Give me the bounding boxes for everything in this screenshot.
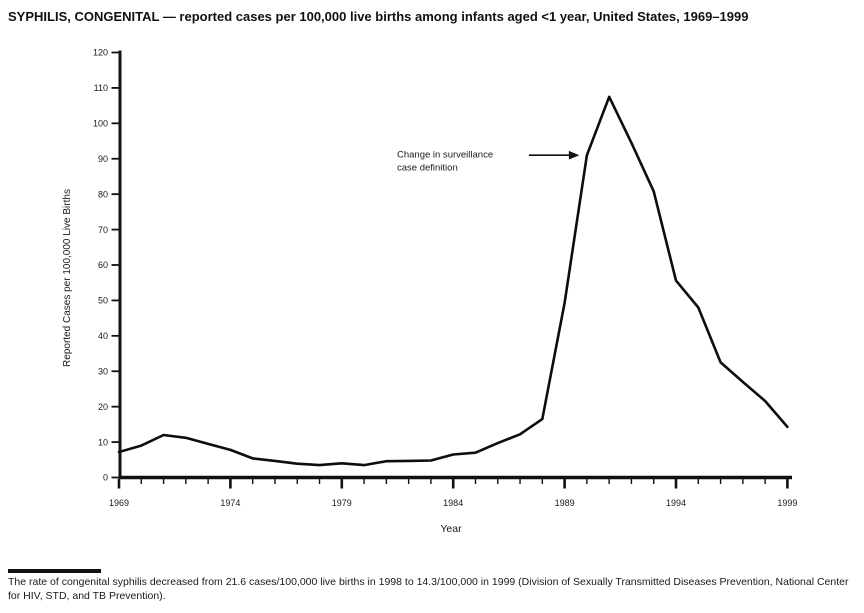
y-tick-label: 90 xyxy=(98,154,108,164)
data-line xyxy=(117,95,789,467)
y-tick-label: 120 xyxy=(93,48,108,58)
y-tick-label: 30 xyxy=(98,366,108,376)
page-title: SYPHILIS, CONGENITAL — reported cases pe… xyxy=(8,9,749,24)
y-tick-label: 10 xyxy=(98,437,108,447)
y-tick-label: 50 xyxy=(98,296,108,306)
x-tick-label: 1999 xyxy=(777,498,797,508)
y-tick-label: 40 xyxy=(98,331,108,341)
y-tick-label: 70 xyxy=(98,225,108,235)
footnote-text: The rate of congenital syphilis decrease… xyxy=(8,576,849,602)
y-tick-label: 110 xyxy=(94,83,108,93)
y-tick-label: 100 xyxy=(93,119,108,129)
x-tick-label: 1994 xyxy=(666,498,686,508)
y-tick-label: 0 xyxy=(103,473,108,483)
x-tick-label: 1984 xyxy=(443,498,463,508)
annotation-text: Change in surveillance xyxy=(397,150,493,161)
y-axis-title: Reported Cases per 100,000 Live Births xyxy=(62,189,73,367)
footnote-rule xyxy=(8,569,101,573)
y-tick-label: 60 xyxy=(98,260,108,270)
x-axis-title: Year xyxy=(440,523,462,535)
annotation-text: case definition xyxy=(397,163,458,174)
x-tick-label: 1974 xyxy=(220,498,240,508)
y-tick-label: 20 xyxy=(98,402,108,412)
annotation-arrowhead xyxy=(568,150,580,160)
x-tick-label: 1969 xyxy=(109,498,129,508)
x-tick-label: 1989 xyxy=(555,498,575,508)
footnote: The rate of congenital syphilis decrease… xyxy=(8,569,860,603)
y-tick-label: 80 xyxy=(98,189,108,199)
x-tick-label: 1979 xyxy=(332,498,352,508)
